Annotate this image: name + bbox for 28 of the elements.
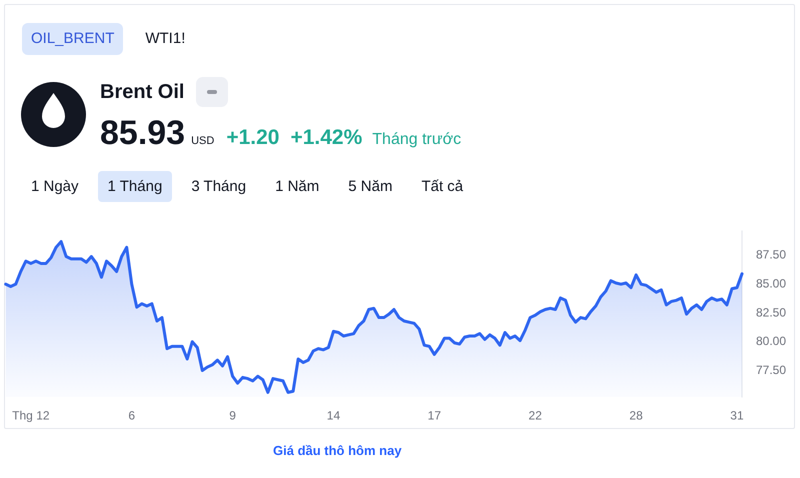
x-tick-label: 28 — [629, 408, 644, 423]
x-tick-label: 31 — [730, 408, 744, 423]
range-button[interactable]: 1 Ngày — [21, 171, 89, 202]
y-tick-label: 85.00 — [756, 276, 786, 290]
y-tick-label: 82.50 — [756, 305, 786, 320]
text: Giá dầu thô hôm nay — [273, 443, 402, 459]
range-button[interactable]: 5 Năm — [338, 171, 402, 202]
x-tick-label: 22 — [528, 408, 542, 423]
range-button[interactable]: 1 Năm — [265, 171, 330, 202]
symbol-tab[interactable]: WTI1! — [136, 23, 194, 55]
range-button[interactable]: Tất cả — [411, 171, 474, 202]
text: Tháng trước — [372, 131, 462, 149]
text: 85.93 — [100, 114, 186, 152]
text: USD — [191, 135, 214, 147]
text: +1.20 — [226, 126, 280, 150]
x-tick-label: 17 — [428, 408, 442, 423]
range-button[interactable]: 3 Tháng — [181, 171, 256, 202]
x-tick-label: 9 — [229, 408, 236, 423]
y-tick-label: 87.50 — [756, 248, 786, 262]
x-tick-label: Thg 12 — [12, 408, 50, 423]
range-button[interactable]: 1 Tháng — [98, 171, 172, 202]
x-tick-label: 6 — [128, 408, 136, 423]
symbol-tab[interactable]: OIL_BRENT — [22, 23, 124, 55]
y-tick-label: 80.00 — [756, 334, 786, 348]
y-tick-label: 77.50 — [756, 362, 786, 377]
chart-title: Brent Oil — [100, 80, 184, 104]
x-tick-label: 14 — [326, 408, 340, 423]
text: +1.42% — [290, 126, 362, 150]
